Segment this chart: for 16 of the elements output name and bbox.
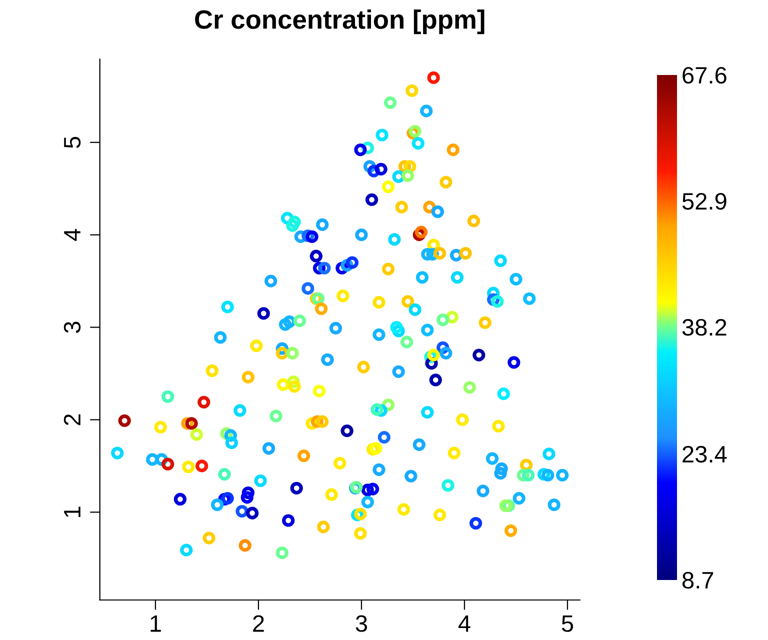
x-tick-label: 1 <box>150 615 161 632</box>
y-tick-label: 5 <box>64 136 81 148</box>
color-bar-label: 8.7 <box>682 572 714 589</box>
y-tick-label: 4 <box>64 228 80 241</box>
chart-title: Cr concentration [ppm] <box>195 10 484 34</box>
y-tick-label: 3 <box>64 322 81 333</box>
color-bar-label: 23.4 <box>682 446 727 463</box>
x-tick-label: 4 <box>458 615 470 632</box>
x-tick-label: 3 <box>356 615 367 632</box>
x-tick-label: 5 <box>562 615 574 632</box>
color-bar-label: 67.6 <box>682 66 726 84</box>
color-bar-label: 52.9 <box>682 192 726 210</box>
x-tick-label: 2 <box>253 615 264 632</box>
y-tick-label: 2 <box>64 414 80 426</box>
color-bar-label: 38.2 <box>682 319 726 336</box>
y-tick-label: 1 <box>64 506 80 517</box>
